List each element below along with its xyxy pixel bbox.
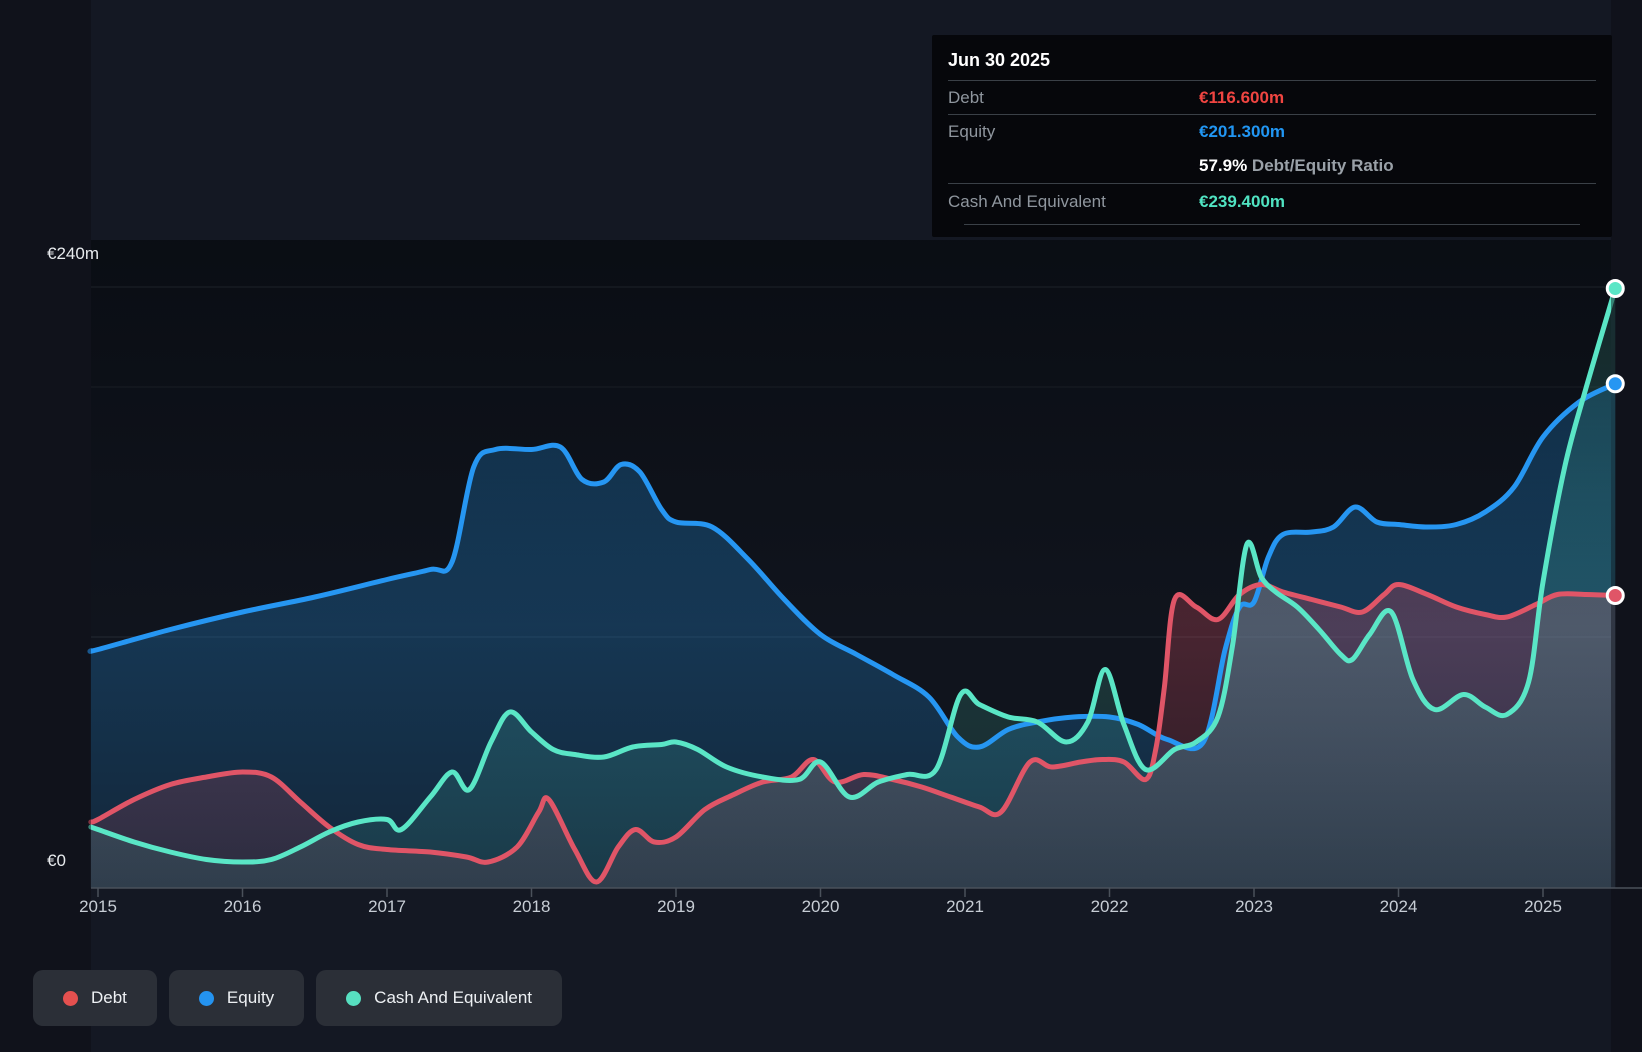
debt-line [88, 582, 1618, 885]
x-axis-ticks: 2015 2016 2017 2018 2019 2020 2021 2022 2023 2024… [79, 888, 1562, 916]
y-label-zero: €0 [47, 851, 66, 870]
x-label-2017: 2017 [368, 897, 406, 916]
debt-end-dot [1605, 586, 1625, 605]
x-label-2016: 2016 [224, 897, 262, 916]
right-margin-band [1611, 0, 1642, 1052]
legend-debt-label: Debt [91, 988, 127, 1007]
x-label-2015: 2015 [79, 897, 117, 916]
tooltip-cash-label: Cash And Equivalent [948, 192, 1106, 211]
tooltip-ratio-value: 57.9% [1199, 156, 1248, 175]
x-label-2025: 2025 [1524, 897, 1562, 916]
hover-tooltip: Jun 30 2025 Debt €116.600m Equity €201.3… [932, 35, 1612, 237]
left-margin-band [0, 0, 91, 1052]
cash-dot-icon [346, 990, 362, 1006]
legend-cash-label: Cash And Equivalent [374, 988, 533, 1007]
y-label-top: €240m [47, 244, 99, 263]
equity-dot-icon [198, 990, 214, 1006]
series-lines [87, 286, 1618, 885]
cash-and-equivalent-line [88, 286, 1618, 865]
x-label-2018: 2018 [513, 897, 551, 916]
x-label-2022: 2022 [1091, 897, 1129, 916]
series-end-dots [1605, 279, 1625, 605]
legend-equity-label: Equity [226, 988, 275, 1007]
tooltip-debt-label: Debt [948, 88, 984, 107]
equity-line [87, 381, 1618, 752]
x-label-2024: 2024 [1380, 897, 1418, 916]
plot-top-shade [91, 240, 1611, 888]
x-label-2023: 2023 [1235, 897, 1273, 916]
cash-and-equivalent-end-dot [1605, 279, 1625, 298]
tooltip-date: Jun 30 2025 [948, 50, 1051, 70]
legend-item-cash[interactable]: Cash And Equivalent [316, 970, 563, 1026]
tooltip-divider [964, 224, 1580, 225]
equity-end-dot [1605, 374, 1625, 394]
tooltip-ratio-label: Debt/Equity Ratio [1247, 156, 1394, 175]
tooltip-debt-value: €116.600m [1199, 88, 1285, 107]
x-label-2021: 2021 [946, 897, 984, 916]
tooltip-equity-label: Equity [948, 122, 996, 141]
x-label-2019: 2019 [657, 897, 695, 916]
legend-item-debt[interactable]: Debt [33, 970, 157, 1026]
tooltip-cash-value: €239.400m [1199, 192, 1286, 211]
chart-legend: Debt Equity Cash And Equivalent [33, 970, 563, 1026]
debt-dot-icon [63, 990, 78, 1006]
tooltip-ratio: 57.9% Debt/Equity Ratio [1199, 148, 1394, 183]
tooltip-equity-value: €201.300m [1199, 122, 1286, 141]
x-label-2020: 2020 [802, 897, 840, 916]
legend-item-equity[interactable]: Equity [168, 970, 305, 1026]
